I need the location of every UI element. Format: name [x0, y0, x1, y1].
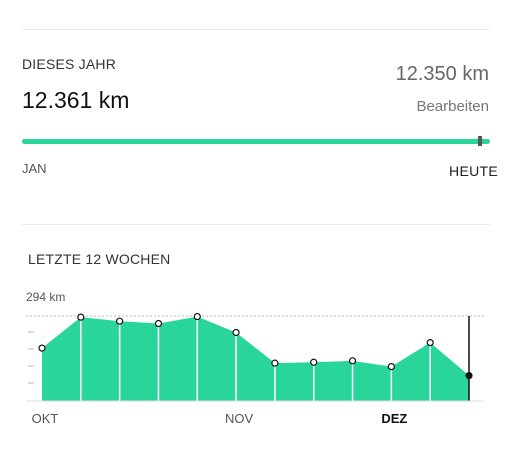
year-progress-bar	[22, 136, 490, 146]
year-section-title: DIESES JAHR	[22, 56, 116, 72]
progress-axis-end-label: HEUTE	[449, 163, 498, 179]
week-point[interactable]	[154, 319, 163, 328]
top-divider	[22, 29, 490, 30]
week-point[interactable]	[426, 338, 434, 347]
year-goal-distance: 12.350 km	[395, 63, 489, 85]
week-point[interactable]	[310, 358, 318, 366]
progress-axis-start-label: JAN	[22, 161, 47, 176]
weeks-section-title: LETZTE 12 WOCHEN	[28, 251, 171, 267]
year-progress-fill	[22, 139, 490, 144]
week-point[interactable]	[387, 362, 395, 371]
week-point[interactable]	[38, 344, 46, 352]
chart-layer: OKT NOV DEZ	[26, 312, 484, 426]
week-point[interactable]	[77, 313, 85, 321]
x-tick-label-okt: OKT	[32, 411, 59, 426]
week-point[interactable]	[271, 359, 279, 367]
week-point[interactable]	[116, 317, 124, 325]
area-fill	[42, 316, 469, 401]
week-point[interactable]	[193, 312, 201, 321]
week-point[interactable]	[348, 357, 357, 365]
year-total-distance: 12.361 km	[22, 87, 130, 113]
weekly-distance-chart[interactable]: 294 km OKT NOV DEZ	[0, 280, 512, 466]
x-tick-label-nov: NOV	[225, 411, 254, 426]
selected-week-point[interactable]	[465, 371, 473, 380]
today-marker	[478, 136, 483, 146]
week-point[interactable]	[232, 328, 240, 337]
x-tick-label-dez: DEZ	[381, 411, 407, 426]
chart-max-label: 294 km	[26, 290, 65, 304]
edit-goal-button[interactable]: Bearbeiten	[416, 98, 489, 115]
section-divider	[22, 224, 490, 225]
